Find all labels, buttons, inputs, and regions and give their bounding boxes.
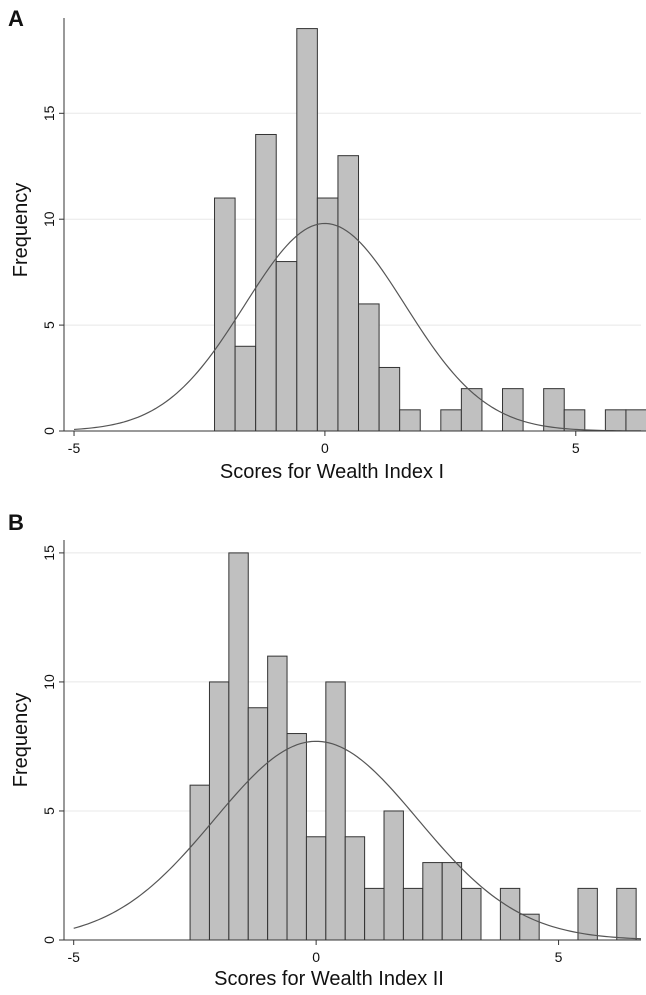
- panel-a-bar-8: [378, 366, 401, 432]
- panel-b-bar-6: [305, 836, 327, 941]
- panel-b-bar-14: [461, 887, 482, 941]
- panel-a-bar-12: [460, 388, 483, 432]
- panel-b-bar-8: [344, 836, 366, 941]
- panel-a-x-tick-label: 0: [321, 440, 329, 456]
- panel-b-bar-22: [616, 887, 637, 941]
- panel-a-bar-9: [399, 409, 421, 432]
- panel-a-bar-3: [275, 261, 298, 432]
- panel-b-grid: [64, 552, 641, 812]
- panel-a-normal-curve: [73, 222, 642, 432]
- panel-a-curve: [73, 222, 642, 432]
- panel-b-bar-13: [441, 862, 463, 941]
- panel-a-bars: [214, 28, 646, 432]
- panel-a-x-tick-label: 5: [572, 440, 580, 456]
- panel-b-bar-10: [383, 810, 404, 941]
- panel-b-bar-3: [247, 707, 269, 941]
- panel-a-bar-19: [604, 409, 627, 432]
- panel-b-bar-0: [189, 784, 210, 941]
- panel-a-bar-6: [337, 155, 360, 432]
- panel-b-bar-2: [228, 552, 249, 941]
- panel-a-bar-7: [358, 303, 380, 432]
- panel-a-x-tick-label: -5: [68, 440, 81, 456]
- panel-b-curve: [73, 740, 642, 940]
- panel-a-bar-17: [563, 409, 586, 432]
- panel-a-y-tick-label: 15: [41, 105, 57, 121]
- panel-b-bar-12: [422, 862, 443, 941]
- panel-b-bars: [189, 552, 637, 941]
- panel-a-y-tick-label: 0: [41, 427, 57, 435]
- panel-b-y-tick-label: 10: [41, 674, 57, 690]
- panel-a-bar-14: [502, 388, 524, 432]
- panel-b-y-axis-title: Frequency: [10, 693, 32, 788]
- panel-b-axes: 0 5 10 15 -5 0 5: [41, 540, 641, 965]
- panel-b-y-tick-label: 0: [41, 936, 57, 944]
- panel-b-bar-11: [402, 887, 424, 941]
- panel-a-bar-4: [296, 28, 318, 432]
- panel-b-bar-7: [325, 681, 346, 941]
- panel-b-bar-5: [286, 733, 307, 941]
- panel-a-bar-11: [440, 409, 462, 432]
- panel-a-axes: 0 5 10 15 -5 0 5: [41, 18, 641, 456]
- panel-b-x-tick-label: 0: [312, 949, 320, 965]
- panel-b-bar-20: [577, 887, 598, 941]
- panel-a-bar-16: [543, 388, 565, 432]
- panel-b-x-tick-label: -5: [67, 949, 80, 965]
- panel-a-y-tick-label: 5: [41, 321, 57, 329]
- panel-b-bar-1: [208, 681, 230, 941]
- panel-a: A 0 5 10 15 -5 0 5 Scores for Wealth Index I F…: [8, 6, 646, 483]
- panel-b-bar-16: [499, 887, 521, 941]
- panel-b-x-tick-label: 5: [555, 949, 563, 965]
- panel-a-label: A: [8, 6, 24, 31]
- panel-a-bar-1: [234, 345, 257, 432]
- panel-b-bar-4: [267, 655, 288, 941]
- panel-a-bar-5: [316, 197, 339, 432]
- panel-a-x-axis-title: Scores for Wealth Index I: [220, 461, 444, 483]
- panel-b-label: B: [8, 510, 24, 535]
- panel-a-bar-20: [625, 409, 646, 432]
- panel-b-normal-curve: [73, 740, 642, 940]
- panel-a-y-axis-title: Frequency: [10, 183, 32, 278]
- panel-a-y-tick-label: 10: [41, 211, 57, 227]
- panel-b-x-axis-title: Scores for Wealth Index II: [214, 968, 444, 990]
- panel-b-bar-9: [364, 887, 385, 941]
- panel-b-y-tick-label: 15: [41, 545, 57, 561]
- panel-b-y-tick-label: 5: [41, 807, 57, 815]
- panel-a-bar-0: [214, 197, 236, 432]
